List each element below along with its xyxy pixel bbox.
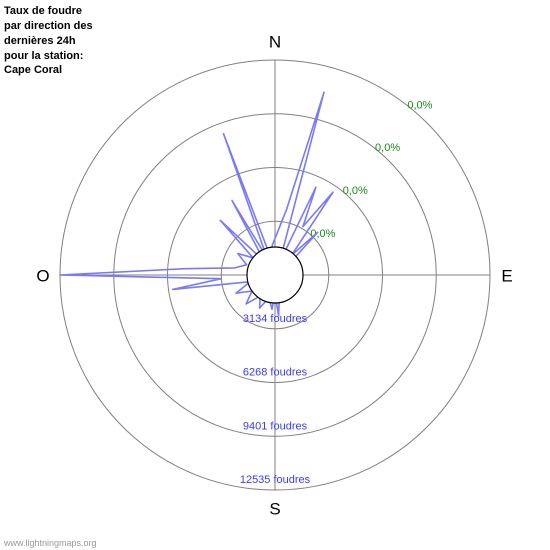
ring-count-label: 6268 foudres [243,367,308,379]
ring-pct-label: 0,0% [310,228,335,240]
ring-count-label: 12535 foudres [240,474,311,486]
axis-label-e: E [501,266,512,285]
ring-count-label: 3134 foudres [243,313,308,325]
ring-pct-label: 0,0% [407,99,432,111]
axis-label-s: S [269,499,280,518]
axis-label-n: N [269,32,281,51]
center-mask [247,247,303,303]
ring-pct-label: 0,0% [343,185,368,197]
polar-chart: N S E O 0,0% 0,0% 0,0% 0,0% 3134 foudres 6268 fou… [0,0,550,550]
ring-pct-label: 0,0% [375,142,400,154]
ring-count-label: 9401 foudres [243,420,308,432]
axis-label-w: O [36,266,49,285]
